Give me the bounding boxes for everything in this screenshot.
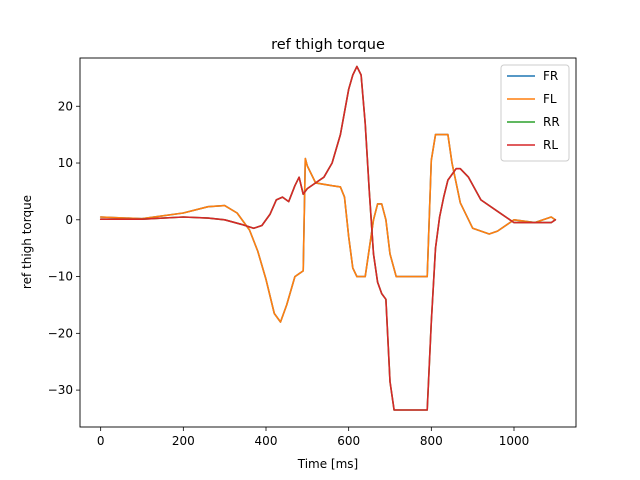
legend-label-rl: RL: [543, 138, 558, 152]
y-tick-label: −30: [48, 383, 73, 397]
series-line-fl: [99, 133, 557, 323]
y-axis: −30 −20 −10 0 10 20: [48, 99, 80, 397]
legend-box: [500, 64, 570, 162]
x-tick-label: 400: [255, 434, 278, 448]
legend-label-fl: FL: [543, 92, 557, 106]
x-tick-label: 0: [97, 434, 105, 448]
y-tick-label: −20: [48, 326, 73, 340]
y-tick-label: 10: [58, 156, 73, 170]
y-tick-label: −10: [48, 270, 73, 284]
x-tick-label: 800: [420, 434, 443, 448]
x-axis-label: Time [ms]: [297, 457, 359, 471]
legend-label-fr: FR: [543, 69, 558, 83]
plot-frame: [79, 57, 577, 428]
plot-area: [99, 65, 557, 411]
x-tick-label: 600: [337, 434, 360, 448]
legend-label-rr: RR: [543, 115, 560, 129]
x-tick-label: 200: [172, 434, 195, 448]
y-tick-label: 20: [58, 99, 73, 113]
x-tick-label: 1000: [499, 434, 530, 448]
series-line-rl: [99, 65, 557, 411]
chart-title: ref thigh torque: [271, 37, 385, 53]
y-axis-label: ref thigh torque: [20, 195, 34, 289]
legend: FR FL RR RL: [500, 64, 570, 162]
x-axis: 0 200 400 600 800 1000: [97, 427, 529, 448]
y-tick-label: 0: [65, 213, 73, 227]
